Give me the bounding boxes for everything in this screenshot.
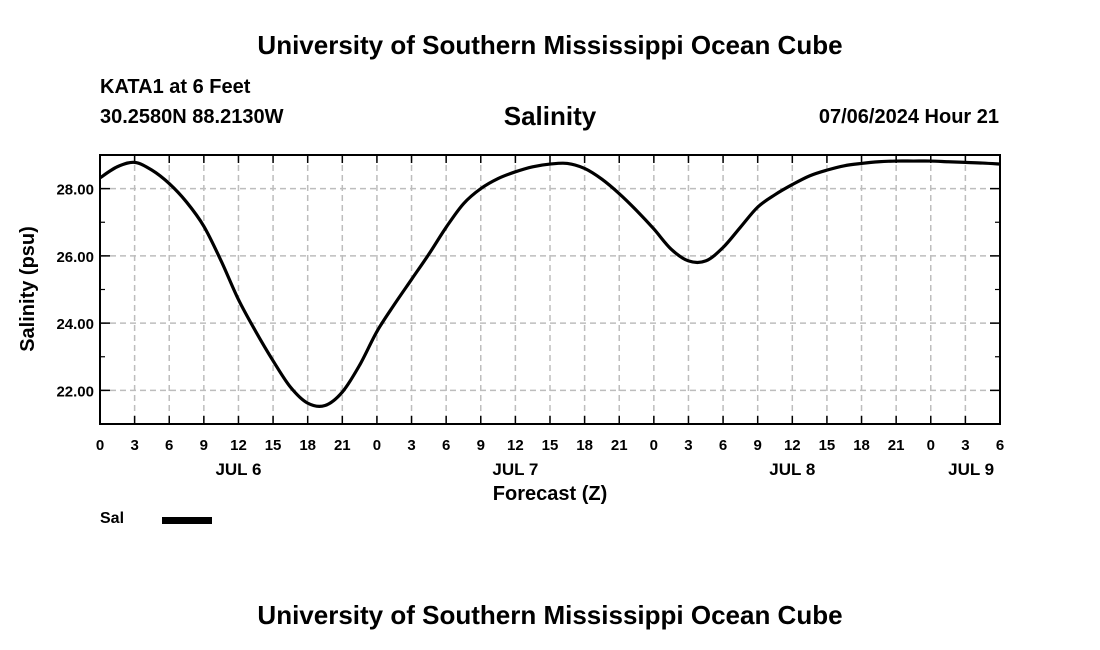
x-tick-label: 9: [200, 437, 208, 454]
grid-lines: [100, 155, 1000, 424]
legend-line-swatch: [162, 517, 212, 524]
x-tick-label: 15: [819, 437, 836, 454]
x-tick-label: 3: [130, 437, 138, 454]
x-tick-label: 21: [334, 437, 351, 454]
x-tick-label: 18: [853, 437, 870, 454]
x-tick-label: 12: [784, 437, 801, 454]
day-label: JUL 6: [215, 460, 261, 479]
station-label: KATA1 at 6 Feet: [100, 76, 251, 98]
x-tick-label: 15: [542, 437, 559, 454]
y-tick-label: 28.00: [56, 182, 94, 199]
x-tick-label: 12: [230, 437, 247, 454]
y-tick-label: 22.00: [56, 383, 94, 400]
station-coordinates: 30.2580N 88.2130W: [100, 106, 284, 128]
chart-title-top: University of Southern Mississippi Ocean…: [257, 30, 843, 60]
x-tick-label: 6: [719, 437, 727, 454]
y-tick-label: 26.00: [56, 249, 94, 266]
x-tick-label: 6: [996, 437, 1004, 454]
x-tick-label: 0: [96, 437, 104, 454]
series-line-sal: [99, 159, 1001, 408]
x-tick-label: 21: [611, 437, 628, 454]
x-tick-label: 21: [888, 437, 905, 454]
forecast-datetime: 07/06/2024 Hour 21: [818, 106, 999, 128]
x-tick-label: 18: [576, 437, 593, 454]
x-tick-label: 9: [477, 437, 485, 454]
y-axis-label: Salinity (psu): [17, 226, 39, 352]
x-tick-label: 6: [165, 437, 173, 454]
x-tick-label: 12: [507, 437, 524, 454]
x-tick-label: 18: [299, 437, 316, 454]
day-label: JUL 9: [948, 460, 994, 479]
day-label: JUL 8: [769, 460, 815, 479]
x-tick-label: 3: [961, 437, 969, 454]
legend-label: Sal: [100, 510, 125, 527]
x-tick-label: 0: [650, 437, 658, 454]
day-labels: JUL 6 JUL 7 JUL 8 JUL 9: [215, 460, 994, 479]
x-tick-label: 3: [684, 437, 692, 454]
x-tick-label: 15: [265, 437, 282, 454]
x-tick-labels: 0 3 6 9 12 15 18 21 0 3 6 9 12 15 18 21 0 3 6 9 12 15 18 21 0 3 6: [96, 437, 1004, 454]
y-tick-label: 24.00: [56, 316, 94, 333]
chart-title-bottom: University of Southern Mississippi Ocean…: [257, 600, 843, 630]
x-tick-label: 6: [442, 437, 450, 454]
variable-title: Salinity: [503, 101, 597, 131]
x-tick-label: 0: [927, 437, 935, 454]
day-label: JUL 7: [492, 460, 538, 479]
x-tick-label: 9: [754, 437, 762, 454]
x-tick-label: 0: [373, 437, 381, 454]
x-axis-label: Forecast (Z): [493, 483, 607, 505]
axis-ticks: [99, 154, 1001, 425]
x-tick-label: 3: [407, 437, 415, 454]
y-tick-labels: 22.00 24.00 26.00 28.00: [56, 182, 94, 401]
